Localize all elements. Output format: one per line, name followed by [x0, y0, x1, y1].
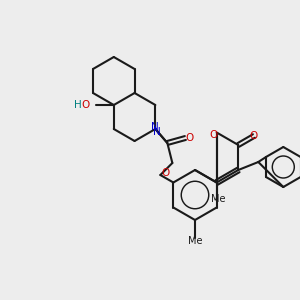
Text: N: N — [152, 122, 159, 132]
Text: O: O — [209, 130, 218, 140]
Text: O: O — [185, 133, 194, 143]
Text: Me: Me — [188, 236, 202, 246]
Text: Me: Me — [212, 194, 226, 203]
Text: N: N — [154, 127, 161, 137]
Text: H: H — [74, 100, 82, 110]
Text: O: O — [82, 100, 90, 110]
Text: O: O — [161, 168, 170, 178]
Text: O: O — [250, 131, 258, 141]
